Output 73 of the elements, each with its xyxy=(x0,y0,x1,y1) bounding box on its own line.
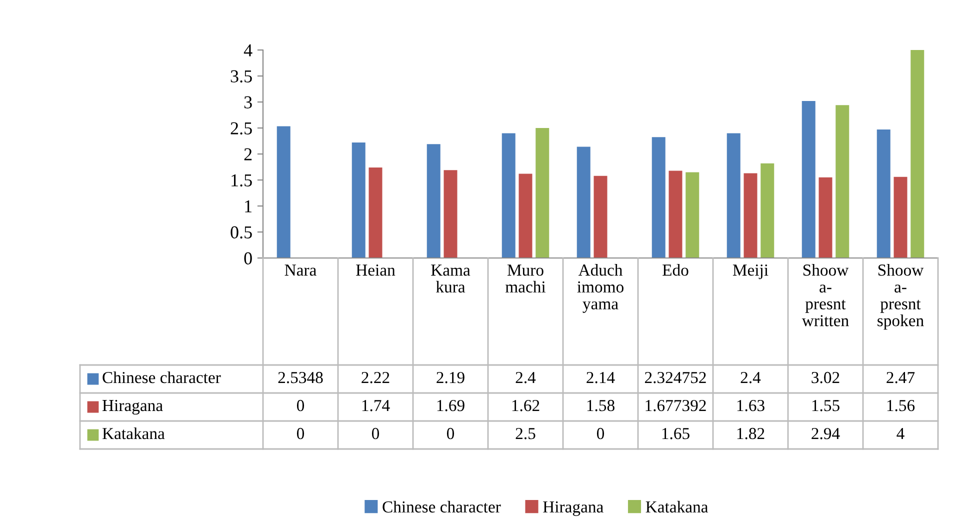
x-tick-label: Meiji xyxy=(732,264,768,280)
y-tick-label: 0.5 xyxy=(230,226,252,239)
text: Katakana xyxy=(102,427,165,440)
data-label: 1.62 xyxy=(512,400,540,412)
x-tick-label: Heian xyxy=(356,264,396,276)
bar xyxy=(426,144,440,258)
bar xyxy=(686,172,700,258)
data-label: 2.4 xyxy=(516,372,536,384)
bar xyxy=(744,173,758,258)
data-label: 2.19 xyxy=(436,372,464,384)
data-label: 0 xyxy=(446,428,454,440)
y-tick-label: 0 xyxy=(244,252,252,264)
x-tick-label: Nara xyxy=(284,264,316,276)
data-label: 1.56 xyxy=(887,400,915,412)
data-label: 2.22 xyxy=(362,372,390,384)
x-tick-label: Aduch imomo yama xyxy=(577,264,624,313)
y-tick-label: 3.5 xyxy=(230,70,252,83)
x-tick-label: Shoow a- presnt spoken xyxy=(878,264,924,330)
data-label: 0 xyxy=(596,428,604,440)
x-tick-label: Muro machi xyxy=(505,264,546,293)
data-label: 1.677392 xyxy=(646,400,706,412)
data-label: 1.69 xyxy=(437,400,464,412)
legend-label: Chinese character xyxy=(102,371,221,384)
data-label: 1.63 xyxy=(737,400,764,412)
bar xyxy=(802,100,816,258)
bar xyxy=(536,128,550,258)
data-label: 0 xyxy=(296,428,304,440)
bar xyxy=(876,130,890,258)
y-tick-label: 3 xyxy=(244,96,252,108)
x-tick-label: Shoow a- presnt written xyxy=(802,264,849,326)
bar xyxy=(276,126,290,258)
data-label: 2.47 xyxy=(886,372,915,384)
bar xyxy=(444,170,458,258)
bar xyxy=(818,177,832,258)
data-label: 2.94 xyxy=(812,428,840,440)
text: Chinese character xyxy=(382,500,501,513)
bar xyxy=(576,146,590,258)
bar xyxy=(668,170,682,258)
data-label: 2.5 xyxy=(516,428,536,440)
data-label: 1.65 xyxy=(662,428,690,440)
legend-label: Hiragana xyxy=(543,501,604,516)
x-tick-label: Kama kura xyxy=(431,264,470,293)
data-label: 2.5348 xyxy=(278,372,323,384)
bar xyxy=(368,168,382,258)
legend-label: Katakana xyxy=(646,500,708,513)
bar xyxy=(836,105,850,258)
data-label: 0 xyxy=(372,428,380,440)
bar xyxy=(760,163,774,258)
bar xyxy=(910,50,924,258)
data-label: 3.02 xyxy=(812,372,840,384)
bar xyxy=(726,133,740,258)
data-label: 2.324752 xyxy=(644,372,706,384)
y-tick-label: 1 xyxy=(245,200,252,212)
data-label: 0 xyxy=(296,400,304,412)
y-tick-label: 4 xyxy=(244,44,252,56)
bar xyxy=(502,133,516,258)
text: Hiragana xyxy=(102,400,163,415)
data-label: 1.55 xyxy=(812,400,840,412)
bar xyxy=(652,137,666,258)
data-label: 4 xyxy=(896,428,904,440)
y-tick-label: 1.5 xyxy=(232,174,252,187)
data-label: 1.82 xyxy=(737,428,764,440)
bar xyxy=(518,174,532,258)
x-tick-label: Edo xyxy=(662,264,688,276)
bar xyxy=(352,142,366,258)
data-label: 2.14 xyxy=(586,372,615,384)
bar xyxy=(594,176,608,258)
data-label: 1.58 xyxy=(587,400,614,412)
data-label: 2.4 xyxy=(740,372,761,384)
y-tick-label: 2 xyxy=(244,148,252,160)
bar xyxy=(894,176,908,258)
data-label: 1.74 xyxy=(362,400,390,412)
y-tick-label: 2.5 xyxy=(230,122,252,135)
